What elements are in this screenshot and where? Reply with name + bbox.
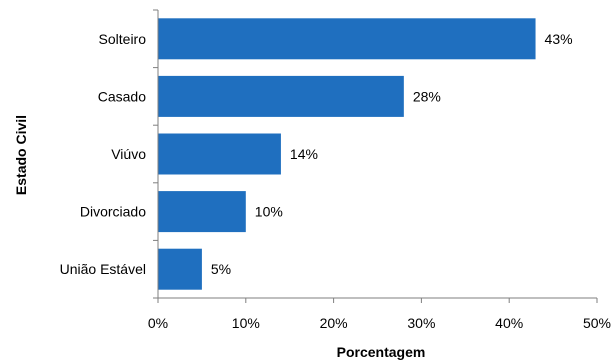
value-label: 43% (545, 31, 573, 47)
value-label: 5% (211, 261, 231, 277)
category-label: Solteiro (99, 31, 147, 47)
x-tick-label: 10% (232, 315, 260, 331)
bar-3 (158, 191, 246, 233)
bars-layer (158, 18, 536, 290)
value-label: 28% (413, 88, 441, 104)
x-tick-label: 0% (148, 315, 168, 331)
value-label: 14% (290, 146, 318, 162)
x-axis-title: Porcentagem (337, 344, 426, 360)
x-tick-label: 40% (495, 315, 523, 331)
category-label: Casado (98, 88, 146, 104)
y-axis-title: Estado Civil (13, 115, 29, 195)
bar-0 (158, 18, 536, 60)
bar-1 (158, 75, 404, 117)
labels-layer: Solteiro 43% Casado 28% Viúvo 14% Divorciado 10… (60, 31, 573, 277)
value-label: 10% (255, 204, 283, 220)
x-tick-label: 30% (407, 315, 435, 331)
bar-2 (158, 133, 281, 175)
x-tick-label: 50% (583, 315, 611, 331)
category-label: União Estável (60, 261, 146, 277)
axes-layer: 0% 10% 20% 30% 40% 50% (148, 9, 611, 331)
x-tick-label: 20% (320, 315, 348, 331)
bar-4 (158, 248, 202, 290)
category-label: Divorciado (80, 204, 146, 220)
category-label: Viúvo (111, 146, 146, 162)
